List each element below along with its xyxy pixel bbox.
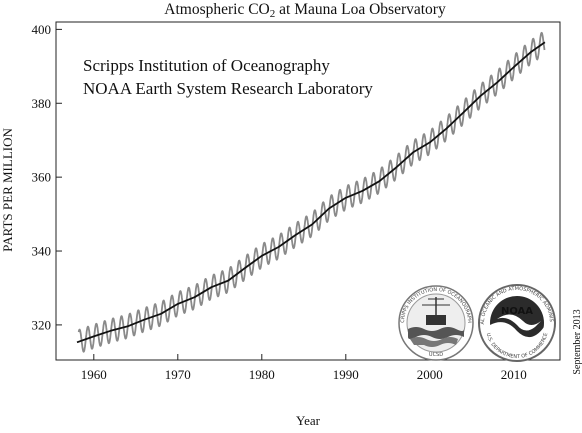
x-tick-label: 1990 [333, 367, 359, 382]
monthly-co2-series [77, 31, 546, 353]
noaa-seal-logo: NOAA NATIONAL OCEANIC AND ATMOSPHERIC AD… [478, 284, 556, 362]
x-axis-label: Year [296, 413, 321, 428]
x-tick-label: 1960 [81, 367, 107, 382]
annotation-noaa: NOAA Earth System Research Laboratory [83, 79, 373, 98]
noaa-seal-center: NOAA [501, 306, 533, 317]
y-tick-label: 360 [32, 170, 52, 185]
x-tick-label: 1970 [165, 367, 191, 382]
y-axis-label: PARTS PER MILLION [0, 128, 15, 252]
scripps-seal-logo: SCRIPPS INSTITUTION OF OCEANOGRAPHY UCSD [398, 285, 474, 361]
x-axis: 1960 1970 1980 1990 2000 2010 [81, 354, 527, 382]
x-tick-label: 1980 [249, 367, 275, 382]
chart-title: Atmospheric CO2 at Mauna Loa Observatory [164, 1, 446, 20]
x-tick-label: 2000 [417, 367, 443, 382]
y-tick-label: 340 [32, 244, 52, 259]
scripps-seal-bottom: UCSD [429, 352, 443, 358]
annotation-scripps: Scripps Institution of Oceanography [83, 56, 330, 75]
y-tick-label: 380 [32, 96, 52, 111]
y-tick-label: 400 [32, 22, 52, 37]
trend-co2-series [76, 41, 546, 344]
plot-frame [55, 21, 561, 361]
y-axis: 320 340 360 380 400 [32, 22, 62, 332]
x-tick-label: 2010 [501, 367, 527, 382]
date-note: September 2013 [572, 309, 582, 374]
y-tick-label: 320 [32, 317, 52, 332]
